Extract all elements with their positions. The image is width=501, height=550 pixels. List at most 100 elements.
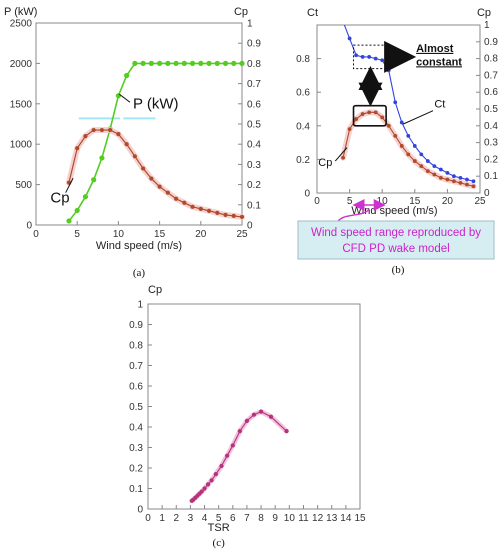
b-series-point-1 (471, 184, 476, 189)
b-ytick-right-label: 0.5 (484, 104, 498, 115)
c-xlabel: TSR (208, 522, 230, 534)
a-series-point-0 (231, 60, 237, 66)
a-series-point-1 (157, 184, 162, 189)
b-series-point-0 (347, 36, 352, 41)
a-caption: (a) (133, 267, 146, 279)
c-series-point-0 (205, 482, 211, 487)
b-series-point-1 (347, 127, 352, 132)
c-series-point-0 (237, 429, 242, 434)
c-xtick-label: 0 (145, 513, 151, 524)
b-ylabel-left: Ct (307, 7, 318, 19)
a-annotation-p-leader (118, 93, 131, 103)
a-xtick-label: 20 (195, 229, 207, 240)
b-series-point-0 (380, 58, 385, 63)
b-series-point-0 (438, 167, 443, 172)
a-series-point-0 (99, 155, 105, 161)
b-series-point-0 (386, 68, 391, 73)
b-ytick-right-label: 0.8 (484, 54, 498, 65)
a-series-point-1 (149, 176, 154, 181)
c-series-point-0 (284, 429, 289, 434)
c-xtick-label: 14 (340, 513, 352, 524)
a-ytick-left-label: 2000 (10, 59, 33, 70)
a-series-point-0 (222, 60, 229, 66)
a-ytick-right-label: 0 (247, 221, 253, 232)
b-series-point-1 (354, 117, 359, 121)
b-series-point-1 (438, 175, 443, 180)
c-xtick-label: 9 (272, 513, 278, 524)
a-series-point-1 (173, 196, 179, 201)
c-series-point-0 (251, 412, 257, 417)
b-ytick-right-label: 0 (484, 188, 490, 199)
b-callout-text-line2: CFD PD wake model (342, 243, 449, 255)
a-series-point-0 (181, 60, 187, 66)
a-ytick-right-label: 0.5 (247, 120, 261, 131)
a-series-point-1 (124, 142, 129, 147)
a-series-point-1 (108, 127, 113, 133)
a-series-point-0 (140, 60, 146, 66)
a-series-point-0 (124, 72, 130, 79)
c-ytick-label: 0.3 (129, 443, 143, 454)
a-series-point-1 (215, 210, 220, 215)
a-ylabel-right: Cp (234, 6, 248, 18)
a-series-point-0 (206, 60, 212, 66)
a-ytick-right-label: 0.9 (247, 39, 261, 50)
a-series-point-0 (157, 60, 163, 66)
a-series-point-1 (132, 154, 137, 159)
b-ytick-right-label: 1 (484, 20, 490, 31)
b-ytick-left-label: 0.4 (296, 121, 310, 132)
c-xtick-label: 12 (312, 513, 324, 524)
b-series-point-0 (465, 177, 469, 182)
a-ytick-right-label: 0.8 (247, 59, 261, 70)
b-plot-frame (316, 24, 481, 194)
b-ytick-left-label: 0 (304, 189, 310, 200)
a-series-line-0 (68, 62, 242, 222)
c-xtick-label: 15 (354, 513, 366, 524)
a-series-point-1 (141, 166, 146, 171)
a-series-point-1 (75, 146, 80, 151)
c-ytick-label: 0.6 (129, 382, 143, 393)
a-series-point-0 (239, 60, 245, 66)
b-ytick-right-label: 0.3 (484, 138, 498, 149)
c-caption: (c) (213, 537, 226, 549)
c-series-point-0 (230, 443, 235, 448)
a-series-point-1 (223, 212, 228, 217)
b-series-point-0 (373, 56, 378, 61)
a-series-point-1 (99, 127, 105, 133)
c-xtick-label: 6 (230, 513, 236, 524)
a-series-point-0 (198, 60, 204, 66)
b-caption: (b) (392, 264, 405, 276)
b-series-point-0 (393, 100, 398, 105)
c-plot-frame (147, 303, 361, 510)
a-series-point-1 (206, 208, 212, 213)
a-xtick-label: 0 (33, 229, 39, 240)
b-xtick-label: 15 (409, 196, 421, 207)
b-series-point-0 (399, 120, 404, 125)
panel-a-chart: 0 5 10 15 20 250500100015002000250000.10.20.3… (4, 6, 261, 279)
b-annotation-cp-leader (334, 147, 348, 162)
b-ytick-left-label: 0.6 (296, 88, 310, 99)
a-annotation-p-label: P (kW) (133, 96, 179, 113)
c-series-point-0 (209, 478, 214, 483)
b-xtick-label: 5 (347, 196, 353, 207)
b-series-point-1 (432, 172, 437, 177)
a-series-point-1 (83, 134, 88, 139)
b-series-point-1 (406, 152, 411, 157)
c-xtick-label: 10 (284, 513, 296, 524)
b-series-point-0 (412, 144, 417, 148)
c-ytick-label: 0 (137, 505, 143, 516)
a-ytick-right-label: 1 (247, 19, 253, 30)
b-series-point-1 (465, 182, 469, 187)
b-annotation-cp-label: Cp (318, 157, 332, 169)
panel-b-chart: 0 5 10 15 20 2500.20.40.60.800.10.20.30.40.50… (296, 7, 498, 276)
b-series-point-0 (425, 159, 430, 163)
a-series-point-1 (165, 190, 170, 195)
c-series-point-0 (268, 414, 274, 419)
c-ylabel: Cp (148, 284, 162, 296)
b-xtick-label: 25 (474, 196, 486, 207)
c-ytick-label: 0.7 (129, 361, 143, 372)
a-series-point-0 (173, 60, 179, 66)
b-ytick-right-label: 0.2 (484, 154, 498, 165)
c-xtick-label: 2 (173, 513, 179, 524)
a-ytick-right-label: 0.3 (247, 160, 261, 171)
